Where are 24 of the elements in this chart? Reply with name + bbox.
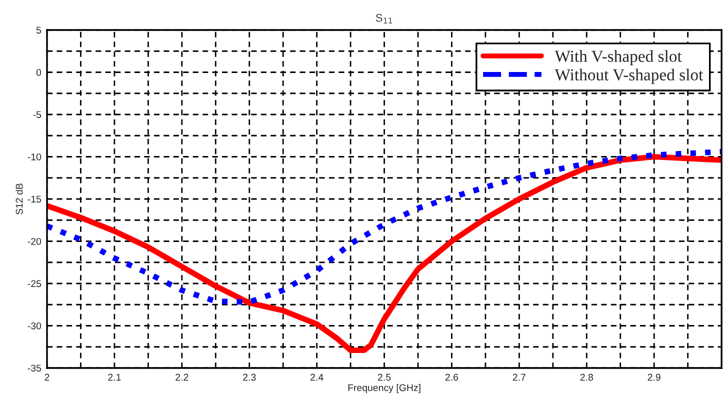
y-tick-label: -30 [28, 322, 42, 330]
x-tick-label: 2.6 [445, 374, 458, 381]
y-axis-title: S12 dB [16, 184, 23, 215]
y-tick-label: 5 [36, 26, 42, 34]
x-tick-label: 2.3 [243, 374, 256, 381]
x-axis-title: Frequency [GHz] [348, 384, 420, 394]
y-tick-label: 0 [36, 68, 42, 76]
y-tick-label: -35 [28, 364, 42, 372]
legend-label: With V-shaped slot [554, 50, 682, 66]
x-tick-label: 2.9 [648, 374, 660, 381]
x-tick-label: 2.5 [378, 374, 391, 381]
chart-title: S$_{11}$ [376, 14, 392, 24]
y-tick-label: -25 [28, 280, 42, 288]
y-tick-label: -20 [28, 238, 42, 245]
y-tick-label: -5 [33, 111, 42, 118]
x-tick-label: 2.8 [580, 374, 593, 381]
y-tick-label: -15 [28, 196, 42, 203]
x-tick-label: 2.7 [512, 374, 526, 381]
x-tick-label: 2.4 [310, 374, 324, 381]
x-tick-label: 2 [44, 374, 50, 381]
legend-label: Without V-shaped slot [554, 68, 704, 84]
y-tick-label: -10 [28, 153, 42, 160]
x-tick-label: 2.2 [176, 374, 188, 381]
x-tick-label: 2.1 [108, 374, 121, 381]
